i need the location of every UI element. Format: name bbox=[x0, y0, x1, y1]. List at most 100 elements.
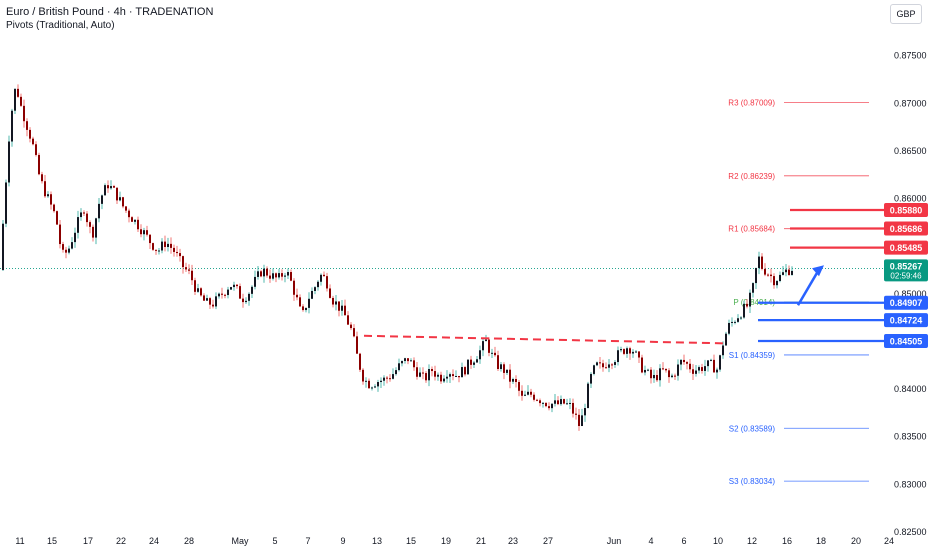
candle-body bbox=[110, 186, 112, 189]
level-badge bbox=[884, 203, 928, 218]
candle-body bbox=[89, 222, 91, 227]
candle-body bbox=[5, 182, 7, 224]
candle-body bbox=[743, 303, 745, 318]
candle-body bbox=[512, 378, 514, 382]
time-axis[interactable]: 11 15 17 22 24 28 May 5 7 9 13 15 19 21 23 27 Jun 4 6 10 12 1… bbox=[15, 536, 894, 546]
candle-body bbox=[785, 269, 787, 273]
candle-body bbox=[161, 241, 163, 251]
candle-body bbox=[311, 290, 313, 299]
candle-body bbox=[413, 360, 415, 368]
candle-body bbox=[533, 394, 535, 400]
candle-body bbox=[53, 204, 55, 212]
x-tick-label: 27 bbox=[543, 536, 553, 546]
candle-body bbox=[431, 368, 433, 372]
candle-body bbox=[350, 324, 352, 329]
candle-body bbox=[47, 194, 49, 197]
candle-body bbox=[8, 141, 10, 183]
candle-body bbox=[671, 375, 673, 378]
candle-body bbox=[404, 358, 406, 362]
candle-body bbox=[170, 243, 172, 248]
candle-body bbox=[2, 223, 4, 271]
candle-body bbox=[38, 154, 40, 175]
candle-body bbox=[83, 212, 85, 214]
candle-body bbox=[29, 129, 31, 139]
candle-body bbox=[686, 362, 688, 364]
pivot-label: S1 (0.84359) bbox=[729, 351, 776, 360]
level-badge-label: 0.85880 bbox=[890, 206, 923, 216]
candle-body bbox=[128, 210, 130, 218]
candle-body bbox=[65, 249, 67, 253]
candle-body bbox=[44, 181, 46, 197]
currency-button[interactable]: GBP bbox=[890, 4, 922, 24]
candle-body bbox=[563, 399, 565, 404]
price-axis[interactable]: 0.875000.870000.865000.860000.855000.850… bbox=[894, 51, 927, 537]
candle-body bbox=[248, 293, 250, 301]
candle-body bbox=[758, 256, 760, 269]
x-tick-label: 16 bbox=[782, 536, 792, 546]
arrow-layer bbox=[796, 265, 824, 306]
candle-body bbox=[77, 217, 79, 233]
candle-body bbox=[521, 390, 523, 396]
candle-body bbox=[761, 256, 763, 269]
x-tick-label: 24 bbox=[884, 536, 894, 546]
candle-body bbox=[695, 370, 697, 374]
candle-body bbox=[629, 348, 631, 354]
candle-body bbox=[218, 293, 220, 297]
candle-body bbox=[203, 295, 205, 301]
candle-body bbox=[317, 281, 319, 288]
candle-body bbox=[536, 399, 538, 401]
candle-body bbox=[245, 300, 247, 303]
candle-body bbox=[308, 298, 310, 308]
candle-body bbox=[377, 382, 379, 387]
candle-body bbox=[479, 350, 481, 360]
candle-body bbox=[149, 234, 151, 244]
candle-body bbox=[380, 380, 382, 383]
candle-body bbox=[560, 399, 562, 405]
candle-body bbox=[485, 339, 487, 342]
candle-body bbox=[635, 351, 637, 353]
candle-body bbox=[740, 317, 742, 319]
candle-body bbox=[602, 363, 604, 368]
candle-body bbox=[662, 368, 664, 370]
candle-body bbox=[623, 349, 625, 354]
candle-body bbox=[458, 376, 460, 378]
candle-body bbox=[68, 248, 70, 253]
candle-body bbox=[746, 303, 748, 307]
candle-body bbox=[719, 355, 721, 370]
candle-body bbox=[443, 378, 445, 382]
candle-body bbox=[392, 374, 394, 379]
candle-body bbox=[266, 268, 268, 276]
candle-body bbox=[578, 414, 580, 427]
candle-body bbox=[530, 391, 532, 395]
level-badge bbox=[884, 240, 928, 255]
candle-body bbox=[704, 366, 706, 371]
candle-body bbox=[23, 105, 25, 122]
candle-body bbox=[20, 96, 22, 106]
x-tick-label: May bbox=[231, 536, 249, 546]
x-tick-label: 4 bbox=[648, 536, 653, 546]
candle-body bbox=[437, 374, 439, 377]
candle-body bbox=[173, 247, 175, 252]
candle-body bbox=[569, 402, 571, 404]
candle-body bbox=[104, 185, 106, 196]
pivot-label: S3 (0.83034) bbox=[729, 477, 776, 486]
candle-body bbox=[206, 298, 208, 301]
candle-body bbox=[356, 336, 358, 354]
candle-body bbox=[326, 276, 328, 289]
y-tick-label: 0.85000 bbox=[894, 289, 927, 299]
x-tick-label: 18 bbox=[816, 536, 826, 546]
candle-body bbox=[158, 250, 160, 252]
chart-title: Euro / British Pound · 4h · TRADENATION bbox=[6, 6, 214, 18]
x-tick-label: 19 bbox=[441, 536, 451, 546]
y-tick-label: 0.87000 bbox=[894, 98, 927, 108]
candle-body bbox=[641, 357, 643, 373]
candle-body bbox=[524, 394, 526, 396]
candle-body bbox=[272, 273, 274, 279]
candle-body bbox=[257, 271, 259, 277]
candle-body bbox=[242, 298, 244, 303]
x-tick-label: 20 bbox=[851, 536, 861, 546]
candle-body bbox=[227, 289, 229, 296]
candles-layer bbox=[2, 84, 793, 431]
candle-body bbox=[344, 305, 346, 316]
